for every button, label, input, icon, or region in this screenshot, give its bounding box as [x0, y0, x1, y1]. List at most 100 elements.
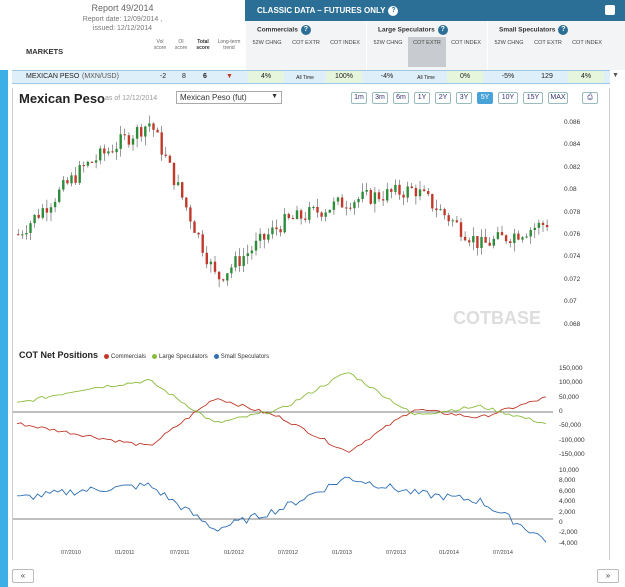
candle — [336, 197, 340, 202]
candle — [172, 162, 176, 186]
range-MAX[interactable]: MAX — [548, 92, 568, 104]
tick-label: -150,000 — [559, 450, 585, 458]
group-large-speculators: Large Speculators? 52W CHNG COT EXTR COT… — [366, 21, 487, 70]
candle — [525, 236, 528, 238]
candle — [144, 126, 147, 137]
candle — [271, 227, 274, 235]
range-15Y[interactable]: 15Y — [523, 92, 543, 104]
candle — [316, 207, 319, 213]
chart-title: Mexican Peso — [19, 91, 105, 106]
contract-select[interactable]: Mexican Peso (fut) ▼ — [176, 91, 282, 104]
legend-item: Small Speculators — [213, 353, 269, 360]
candle — [463, 236, 467, 241]
candle — [468, 240, 471, 243]
vol-score-header[interactable]: Vol score — [153, 39, 167, 51]
series-line — [16, 476, 547, 543]
col-header[interactable]: COT INDEX — [572, 40, 602, 46]
candle — [107, 151, 110, 154]
range-6m[interactable]: 6m — [393, 92, 409, 104]
help-icon[interactable]: ? — [558, 25, 569, 35]
vol-score: -2 — [159, 73, 167, 80]
candle — [439, 209, 442, 211]
candle — [308, 207, 311, 220]
candle — [291, 217, 295, 220]
market-row[interactable]: MEXICAN PESO (MXN/USD) -2 8 6 ▼ 4% All T… — [0, 70, 625, 85]
candle — [509, 241, 512, 243]
expand-icon[interactable]: ▼ — [612, 72, 619, 79]
tick-label: 6,000 — [559, 487, 576, 495]
chevron-down-icon: ▼ — [271, 93, 278, 100]
candle — [62, 180, 65, 190]
total-score-header[interactable]: Total score — [196, 39, 210, 51]
candle — [164, 154, 167, 156]
candle — [455, 220, 459, 223]
small-spec-chart — [13, 476, 553, 543]
candle — [418, 189, 422, 197]
candle — [267, 234, 270, 240]
candle — [168, 155, 172, 163]
candle — [99, 148, 102, 161]
col-header-sorted[interactable]: COT EXTR — [408, 37, 446, 67]
candle — [90, 161, 94, 163]
candle — [447, 215, 450, 222]
candle — [410, 186, 413, 189]
col-header[interactable]: COT INDEX — [330, 40, 360, 46]
candle — [148, 123, 151, 127]
help-icon[interactable]: ? — [300, 25, 311, 35]
col-header[interactable]: 52W CHNG — [252, 40, 282, 46]
trend-header[interactable]: Long-term trend — [217, 39, 241, 51]
tick-label: 0 — [559, 407, 563, 415]
candle — [373, 192, 377, 204]
candle — [213, 261, 217, 272]
range-3Y[interactable]: 3Y — [456, 92, 472, 104]
candle — [254, 240, 258, 251]
help-icon[interactable]: ? — [388, 6, 399, 16]
range-2Y[interactable]: 2Y — [435, 92, 451, 104]
candle — [357, 199, 360, 203]
tick-label: 0.072 — [564, 275, 581, 283]
col-header[interactable]: COT EXTR — [534, 40, 562, 46]
chart-asof: as of 12/12/2014 — [105, 95, 158, 102]
tick-label: 150,000 — [559, 365, 583, 372]
comm-52w-chng: 4% — [248, 71, 284, 83]
range-1Y[interactable]: 1Y — [414, 92, 430, 104]
next-button[interactable]: » — [597, 569, 619, 583]
print-chart-icon[interactable]: ⎙ — [582, 92, 598, 104]
candle — [78, 165, 81, 183]
ss-cot-index: 4% — [568, 71, 604, 83]
market-name[interactable]: MEXICAN PESO — [26, 73, 80, 80]
range-5Y[interactable]: 5Y — [477, 92, 493, 104]
candle — [17, 234, 20, 236]
x-tick-label: 07/2011 — [170, 550, 190, 556]
tick-label: 50,000 — [559, 393, 579, 401]
prev-button[interactable]: « — [12, 569, 34, 583]
range-1m[interactable]: 1m — [351, 92, 367, 104]
candle — [160, 132, 163, 155]
candle — [185, 197, 188, 208]
series-line — [16, 396, 547, 453]
col-header[interactable]: 52W CHNG — [494, 40, 524, 46]
candle — [103, 148, 106, 154]
range-3m[interactable]: 3m — [372, 92, 388, 104]
candle — [304, 218, 307, 220]
candle — [201, 234, 204, 253]
tick-label: 0.074 — [564, 253, 581, 261]
candle — [451, 220, 454, 222]
help-icon[interactable]: ? — [437, 25, 448, 35]
oi-score: 8 — [182, 73, 186, 80]
candle — [222, 279, 225, 281]
candle — [345, 207, 348, 209]
candle — [287, 214, 290, 218]
candle — [381, 199, 385, 201]
col-header[interactable]: COT EXTR — [292, 40, 320, 46]
candle — [488, 242, 491, 246]
col-header[interactable]: COT INDEX — [451, 40, 481, 46]
candle — [94, 160, 98, 163]
candle — [504, 235, 508, 242]
group-title: Large Speculators — [378, 26, 435, 34]
oi-score-header[interactable]: OI score — [174, 39, 188, 51]
range-10Y[interactable]: 10Y — [498, 92, 518, 104]
col-header[interactable]: 52W CHNG — [373, 40, 403, 46]
print-icon[interactable] — [605, 5, 615, 15]
classic-title: CLASSIC DATA – FUTURES ONLY — [257, 6, 386, 16]
